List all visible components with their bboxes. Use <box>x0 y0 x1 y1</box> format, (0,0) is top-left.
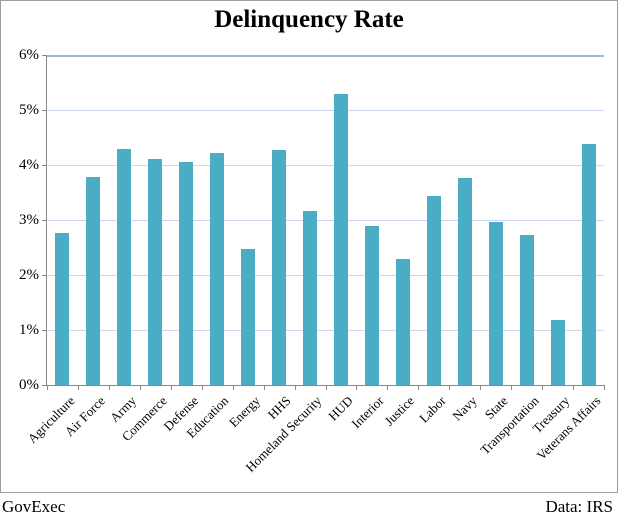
x-axis <box>47 385 605 386</box>
x-axis-label-labor: Labor <box>415 393 449 426</box>
chart-frame: Delinquency Rate 0% 1% 2% 3% 4% 5% 6% Agricultu… <box>0 0 618 493</box>
bar-hhs <box>272 149 287 385</box>
bar-hud <box>333 93 348 385</box>
gridline-2% <box>47 275 604 276</box>
x-tick-boundary <box>573 386 575 390</box>
x-tick-boundary <box>139 386 141 390</box>
bar-labor <box>426 195 441 385</box>
gridline-1% <box>47 330 604 331</box>
x-tick-boundary <box>170 386 172 390</box>
bar-defense <box>179 162 194 385</box>
y-axis <box>46 55 47 386</box>
gridline-5% <box>47 110 604 111</box>
x-tick-boundary <box>77 386 79 390</box>
x-tick-boundary <box>47 386 48 390</box>
y-tick-0% <box>42 385 46 386</box>
y-tick-2% <box>42 275 46 276</box>
chart-title: Delinquency Rate <box>214 6 404 33</box>
bar-interior <box>364 225 379 385</box>
y-tick-6% <box>42 55 46 56</box>
x-tick-boundary <box>480 386 482 390</box>
x-tick-boundary <box>325 386 327 390</box>
x-tick-boundary <box>356 386 358 390</box>
x-tick-boundary <box>263 386 265 390</box>
y-axis-label-1%: 1% <box>19 322 39 338</box>
bar-navy <box>457 178 472 385</box>
bar-agriculture <box>55 233 70 385</box>
gridline-6% <box>47 55 604 57</box>
bar-army <box>117 149 132 385</box>
x-tick-boundary <box>201 386 203 390</box>
x-tick-boundary <box>542 386 544 390</box>
x-tick-boundary <box>294 386 296 390</box>
bar-commerce <box>148 158 163 385</box>
bar-transportation <box>519 234 534 385</box>
bar-homeland-security <box>303 210 318 385</box>
x-tick-boundary <box>604 386 605 390</box>
y-axis-label-4%: 4% <box>19 157 39 173</box>
y-axis-label-0%: 0% <box>19 377 39 393</box>
y-tick-5% <box>42 110 46 111</box>
x-tick-boundary <box>387 386 389 390</box>
data-source-label: Data: IRS <box>545 497 613 516</box>
bar-air-force <box>86 176 101 385</box>
bar-justice <box>395 259 410 385</box>
x-tick-boundary <box>232 386 234 390</box>
x-axis-label-justice: Justice <box>381 393 418 429</box>
bar-state <box>488 222 503 385</box>
y-tick-3% <box>42 220 46 221</box>
x-axis-label-navy: Navy <box>448 393 480 424</box>
x-tick-boundary <box>108 386 110 390</box>
y-axis-label-2%: 2% <box>19 267 39 283</box>
y-tick-4% <box>42 165 46 166</box>
x-tick-boundary <box>511 386 513 390</box>
plot-area <box>47 55 604 385</box>
bar-education <box>210 152 225 385</box>
x-tick-boundary <box>418 386 420 390</box>
bar-treasury <box>550 320 565 385</box>
y-axis-label-6%: 6% <box>19 47 39 63</box>
y-axis-label-5%: 5% <box>19 102 39 118</box>
gridline-4% <box>47 165 604 166</box>
source-attribution: GovExec <box>2 497 66 516</box>
bar-veterans-affairs <box>581 144 596 385</box>
x-axis-label-energy: Energy <box>225 393 263 430</box>
bar-energy <box>241 248 256 385</box>
x-tick-boundary <box>449 386 451 390</box>
gridline-3% <box>47 220 604 221</box>
y-tick-1% <box>42 330 46 331</box>
x-axis-label-interior: Interior <box>348 393 387 432</box>
y-axis-label-3%: 3% <box>19 212 39 228</box>
